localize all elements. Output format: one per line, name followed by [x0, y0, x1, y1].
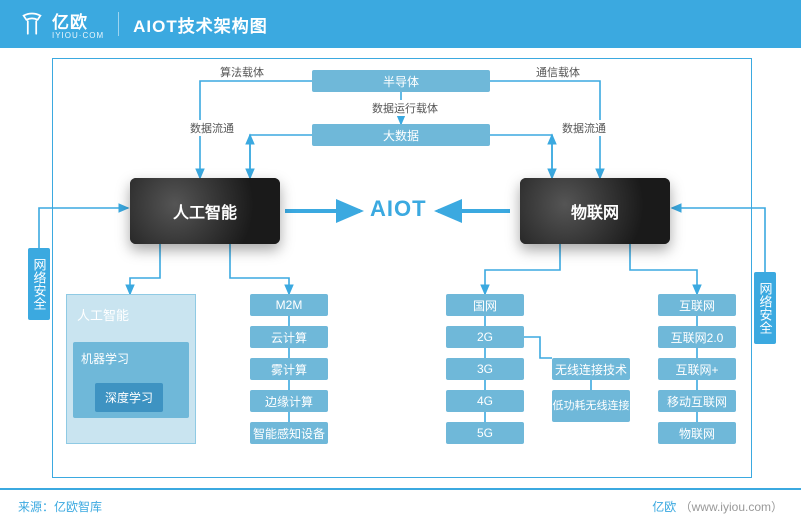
- node-col5-0: 互联网: [658, 294, 736, 316]
- footer-brand: 亿欧: [652, 500, 676, 514]
- node-col2-2: 雾计算: [250, 358, 328, 380]
- aiot-center: AIOT: [370, 196, 427, 222]
- footer: 来源：亿欧智库 亿欧 （www.iyiou.com）: [0, 488, 801, 522]
- footer-right: 亿欧 （www.iyiou.com）: [652, 498, 783, 515]
- node-col2-1: 云计算: [250, 326, 328, 348]
- card-iot: 物联网: [520, 178, 670, 244]
- node-col3-3: 4G: [446, 390, 524, 412]
- logo-icon: [18, 10, 46, 38]
- node-col2-4: 智能感知设备: [250, 422, 328, 444]
- page-title: AIOT技术架构图: [133, 12, 268, 37]
- node-col5-2: 互联网+: [658, 358, 736, 380]
- node-col5-3: 移动互联网: [658, 390, 736, 412]
- header: 亿欧 IYIOU·COM AIOT技术架构图: [0, 0, 801, 48]
- card-iot-label: 物联网: [571, 199, 619, 223]
- brand-sub: IYIOU·COM: [52, 31, 104, 40]
- node-col5-1: 互联网2.0: [658, 326, 736, 348]
- card-ai: 人工智能: [130, 178, 280, 244]
- node-col4-2: 无线连接技术: [552, 358, 630, 380]
- node-col2-0: M2M: [250, 294, 328, 316]
- nest-ai: 人工智能 机器学习 深度学习: [66, 294, 196, 444]
- node-col3-0: 国网: [446, 294, 524, 316]
- diagram-canvas: 半导体 大数据 算法载体 通信载体 数据运行载体 数据流通 数据流通 人工智能 …: [0, 48, 801, 488]
- logo: 亿欧 IYIOU·COM: [18, 8, 104, 40]
- label-dataflow-r: 数据流通: [560, 120, 608, 136]
- node-col3-1: 2G: [446, 326, 524, 348]
- node-col2-3: 边缘计算: [250, 390, 328, 412]
- label-comm: 通信载体: [534, 64, 582, 80]
- nest-dl: 深度学习: [95, 383, 163, 412]
- side-security-left: 网络安全: [28, 248, 50, 320]
- nest-ml: 机器学习 深度学习: [73, 342, 189, 418]
- footer-url: （www.iyiou.com）: [680, 500, 783, 514]
- brand-name: 亿欧: [52, 8, 104, 33]
- node-col4-3: 低功耗无线连接: [552, 390, 630, 422]
- card-ai-label: 人工智能: [173, 199, 237, 223]
- footer-source: 来源：亿欧智库: [18, 498, 102, 515]
- node-bigdata: 大数据: [312, 124, 490, 146]
- nest-outer-label: 人工智能: [77, 305, 189, 324]
- nest-mid-label: 机器学习: [81, 350, 183, 367]
- node-col3-4: 5G: [446, 422, 524, 444]
- label-dataflow-l: 数据流通: [188, 120, 236, 136]
- node-semiconductor: 半导体: [312, 70, 490, 92]
- node-col3-2: 3G: [446, 358, 524, 380]
- node-col5-4: 物联网: [658, 422, 736, 444]
- label-data-carrier: 数据运行载体: [370, 100, 440, 116]
- header-divider: [118, 12, 119, 36]
- side-security-right: 网络安全: [754, 272, 776, 344]
- label-algo: 算法载体: [218, 64, 266, 80]
